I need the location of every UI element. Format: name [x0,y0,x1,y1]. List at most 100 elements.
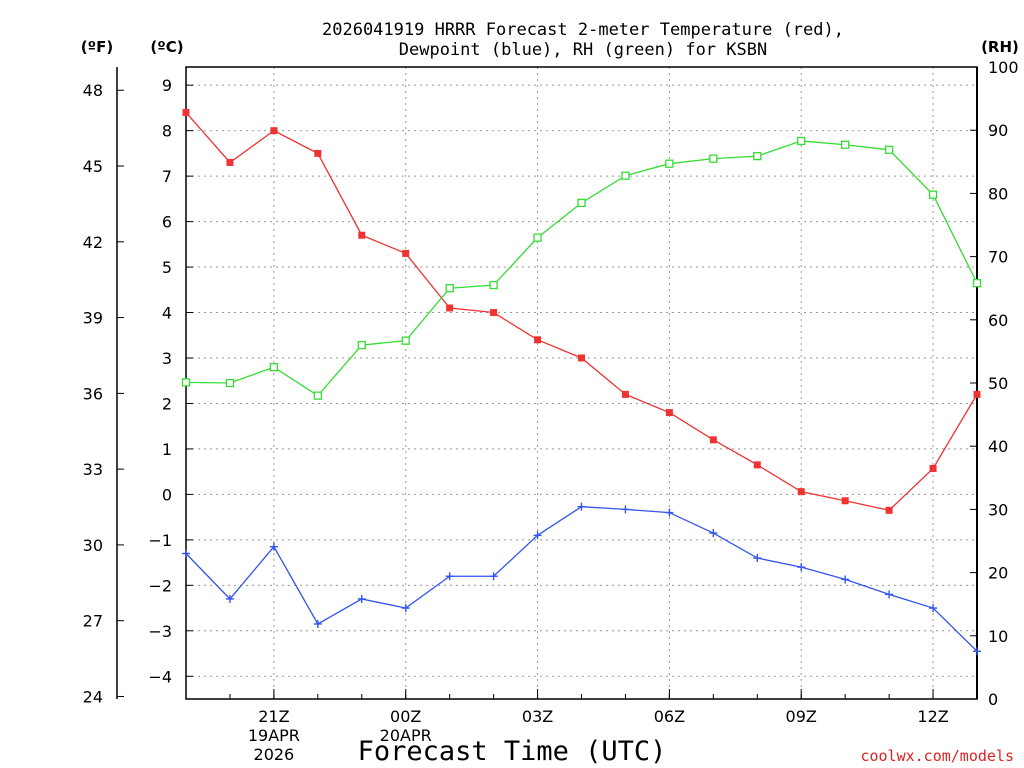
dewpoint-line [185,506,978,652]
celsius-unit-label: (ºC) [150,38,183,56]
rh-tick-label: 40 [988,437,1008,456]
rh-point [972,278,982,288]
dewpoint-point [577,502,586,511]
temperature-point [314,149,322,157]
celsius-tick-label: −2 [148,576,172,595]
celsius-tick-label: 3 [162,349,172,368]
fahrenheit-tick-label: 30 [83,536,103,555]
temperature-point [182,108,190,116]
fahrenheit-tick-label: 39 [83,309,103,328]
rh-point [884,145,894,154]
temperature-point [226,158,234,166]
x-tick-label: 21Z [258,707,289,726]
temperature-point [270,127,278,135]
temperature-point [402,249,410,257]
rh-tick-label: 80 [988,184,1008,203]
rh-tick-label: 50 [988,374,1008,393]
dewpoint-point [797,563,806,572]
celsius-tick-label: −3 [148,622,172,641]
fahrenheit-tick-label: 45 [83,157,103,176]
celsius-tick-label: 8 [162,122,172,141]
dewpoint-point [885,590,894,599]
celsius-tick-label: 2 [162,394,172,413]
temperature-point [621,390,629,398]
rh-point [445,284,454,293]
rh-tick-label: 10 [988,627,1008,646]
rh-tick-label: 0 [988,690,998,709]
temperature-point [709,436,717,444]
rh-point [753,151,762,161]
temperature-point [841,497,849,505]
dewpoint-point [489,572,498,581]
rh-point [621,171,630,180]
x-tick-label: 06Z [654,707,685,726]
credit-text: coolwx.com/models [860,747,1014,765]
dewpoint-point [841,575,850,584]
x-tick-label: 12Z [917,707,948,726]
temperature-point [753,461,761,469]
rh-tick-label: 20 [988,564,1008,583]
rh-point [489,280,498,290]
rh-unit-label: (RH) [981,38,1019,56]
temperature-point [885,506,893,514]
celsius-tick-label: 7 [162,167,172,186]
dewpoint-point [973,647,981,656]
celsius-tick-label: 9 [162,76,172,95]
rh-tick-label: 70 [988,248,1008,267]
rh-tick-label: 90 [988,121,1008,140]
celsius-tick-label: 0 [162,485,172,504]
fahrenheit-tick-label: 27 [83,612,103,631]
temperature-point [534,336,542,344]
rh-point [665,159,674,168]
rh-tick-label: 30 [988,500,1008,519]
rh-point [928,190,938,199]
chart-title-line1: 2026041919 HRRR Forecast 2-meter Tempera… [322,20,844,40]
axes [116,66,978,700]
temperature-point [578,354,585,362]
dewpoint-point [665,508,674,517]
rh-point [357,340,366,350]
dewpoint-point [621,505,630,514]
celsius-tick-label: 5 [162,258,172,277]
rh-point [401,336,410,345]
plot-frame [185,66,978,700]
fahrenheit-tick-label: 42 [83,233,103,252]
temperature-point [797,488,805,496]
rh-tick-label: 60 [988,311,1008,330]
rh-point [841,140,850,149]
dewpoint-point [182,549,190,558]
x-tick-date-label: 19APR [248,726,300,745]
dewpoint-point [401,604,410,613]
celsius-tick-label: 6 [162,213,172,232]
temperature-point [358,231,366,239]
gridlines [186,67,977,699]
rh-point [797,136,806,146]
rh-point [577,198,586,208]
rh-point [709,154,718,163]
celsius-tick-label: 1 [162,440,172,459]
dewpoint-point [357,594,366,603]
celsius-tick-label: −1 [148,531,172,550]
fahrenheit-tick-label: 36 [83,384,103,403]
fahrenheit-unit-label: (ºF) [81,38,113,56]
dewpoint-point [313,619,322,628]
rh-point [181,378,191,387]
x-axis-label: Forecast Time (UTC) [358,736,667,767]
dewpoint-point [709,529,718,538]
x-tick-label: 09Z [786,707,817,726]
dewpoint-point [225,594,234,603]
x-tick-label: 03Z [522,707,553,726]
x-tick-date-label: 20APR [380,726,432,745]
fahrenheit-tick-label: 48 [83,81,103,100]
dewpoint-point [753,554,762,563]
temperature-point [665,409,673,417]
temperature-point [446,304,454,312]
x-tick-label: 00Z [390,707,421,726]
rh-tick-label: 100 [988,58,1019,77]
chart-title-line2: Dewpoint (blue), RH (green) for KSBN [399,40,767,60]
dewpoint-point [269,542,278,551]
temperature-point [973,390,981,398]
dewpoint-point [533,531,542,540]
fahrenheit-tick-label: 24 [83,687,103,706]
